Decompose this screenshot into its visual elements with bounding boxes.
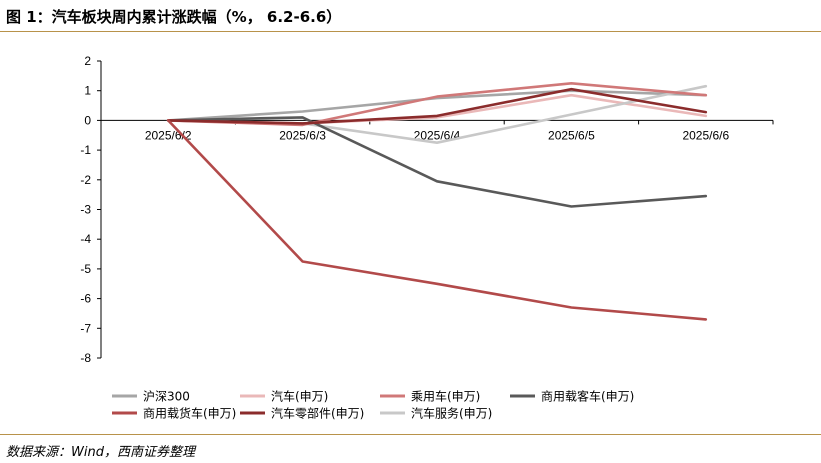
series-line-5 [166,119,708,321]
legend-label: 商用载客车(申万) [541,389,634,404]
y-tick-label: 2 [84,54,91,68]
series-lines [166,82,708,321]
x-tick-label: 2025/6/2 [145,128,192,142]
y-tick-label: -7 [80,321,91,335]
legend-label: 沪深300 [143,390,190,404]
legend-label: 汽车(申万) [271,389,328,404]
series-line-4 [166,116,708,208]
y-tick-label: -2 [80,173,91,187]
series-line-6 [166,87,708,125]
bottom-divider [0,434,821,435]
y-tick-label: -4 [80,232,91,246]
y-tick-label: -1 [80,143,91,157]
legend-label: 汽车服务(申万) [411,406,492,421]
x-tick-label: 2025/6/5 [548,128,595,142]
y-axis: 2 1 0 -1 -2 -3 -4 -5 -6 -7 -8 [80,54,102,365]
source-note: 数据来源：Wind，西南证券整理 [6,445,195,460]
chart-title: 图 1：汽车板块周内累计涨跌幅（%， 6.2-6.6） [6,8,342,26]
x-tick-label: 2025/6/6 [682,128,729,142]
x-tick-label: 2025/6/3 [279,128,326,142]
y-tick-label: -6 [80,292,91,306]
top-divider [0,31,821,32]
series-line-1 [166,89,708,122]
y-tick-label: 1 [84,84,91,98]
x-axis: 2025/6/2 2025/6/3 2025/6/4 2025/6/5 2025/6/6 [100,119,774,142]
y-tick-label: -8 [80,351,91,365]
legend: 沪深300 汽车(申万) 乘用车(申万) 商用载客车(申万) 商用载货车(申万) 汽车零部… [112,389,634,421]
y-tick-label: -3 [80,203,91,217]
legend-label: 乘用车(申万) [411,389,480,404]
legend-label: 汽车零部件(申万) [271,406,364,421]
y-tick-label: 0 [84,113,91,127]
y-tick-label: -5 [80,262,91,276]
legend-label: 商用载货车(申万) [143,406,236,421]
